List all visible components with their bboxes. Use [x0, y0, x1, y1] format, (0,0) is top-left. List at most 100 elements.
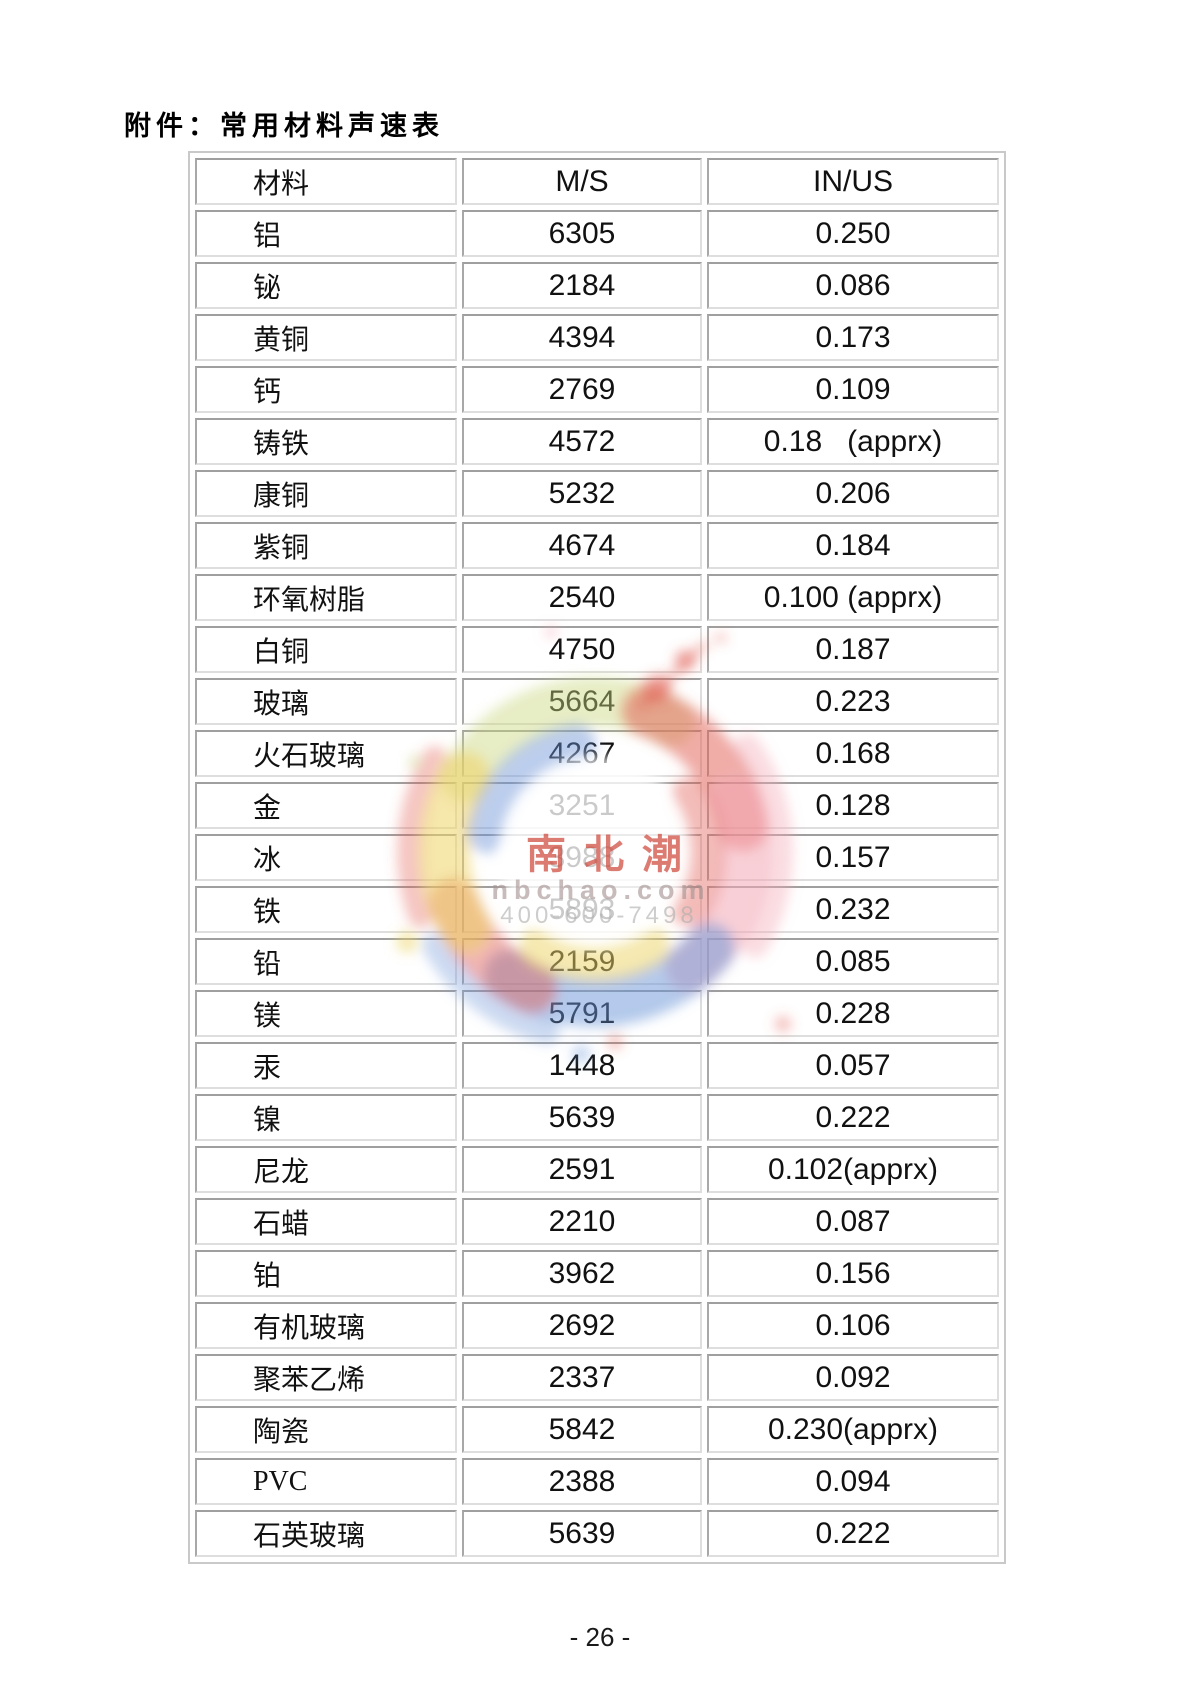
material-cell: 镁 — [195, 990, 457, 1037]
page-number: - 26 - — [569, 1622, 631, 1652]
material-cell: 金 — [195, 782, 457, 829]
ms-cell: 3251 — [462, 782, 702, 829]
ms-cell: 4750 — [462, 626, 702, 673]
inus-cell: 0.102(apprx) — [707, 1146, 999, 1193]
table-row: 白铜 4750 0.187 — [195, 626, 999, 673]
inus-cell: 0.184 — [707, 522, 999, 569]
table-row: 有机玻璃 2692 0.106 — [195, 1302, 999, 1349]
inus-cell: 0.109 — [707, 366, 999, 413]
table-row: 汞 1448 0.057 — [195, 1042, 999, 1089]
table-row: 金 3251 0.128 — [195, 782, 999, 829]
material-cell: 聚苯乙烯 — [195, 1354, 457, 1401]
material-cell: 紫铜 — [195, 522, 457, 569]
inus-cell: 0.228 — [707, 990, 999, 1037]
material-cell: 康铜 — [195, 470, 457, 517]
material-cell: 铁 — [195, 886, 457, 933]
inus-cell: 0.157 — [707, 834, 999, 881]
ms-cell: 2692 — [462, 1302, 702, 1349]
material-cell: 铝 — [195, 210, 457, 257]
ms-cell: 5639 — [462, 1510, 702, 1557]
ms-cell: 2337 — [462, 1354, 702, 1401]
inus-cell: 0.222 — [707, 1094, 999, 1141]
table-row: 铝 6305 0.250 — [195, 210, 999, 257]
header-inus: IN/US — [707, 158, 999, 205]
material-cell: 环氧树脂 — [195, 574, 457, 621]
inus-cell: 0.232 — [707, 886, 999, 933]
ms-cell: 2591 — [462, 1146, 702, 1193]
material-cell: 尼龙 — [195, 1146, 457, 1193]
inus-cell: 0.092 — [707, 1354, 999, 1401]
inus-cell: 0.187 — [707, 626, 999, 673]
material-cell: 有机玻璃 — [195, 1302, 457, 1349]
material-cell: 铅 — [195, 938, 457, 985]
ms-cell: 5791 — [462, 990, 702, 1037]
table-row: 紫铜 4674 0.184 — [195, 522, 999, 569]
material-cell: 火石玻璃 — [195, 730, 457, 777]
ms-cell: 5232 — [462, 470, 702, 517]
page-title: 附件：常用材料声速表 — [124, 111, 444, 141]
material-cell: 钙 — [195, 366, 457, 413]
inus-cell: 0.085 — [707, 938, 999, 985]
table-row: 黄铜 4394 0.173 — [195, 314, 999, 361]
material-cell: 石英玻璃 — [195, 1510, 457, 1557]
ms-cell: 1448 — [462, 1042, 702, 1089]
table-row: 冰 3988 0.157 — [195, 834, 999, 881]
ms-cell: 5639 — [462, 1094, 702, 1141]
table-row: 铸铁 4572 0.18 (apprx) — [195, 418, 999, 465]
ms-cell: 5664 — [462, 678, 702, 725]
header-material: 材料 — [195, 158, 457, 205]
material-cell: 陶瓷 — [195, 1406, 457, 1453]
inus-cell: 0.223 — [707, 678, 999, 725]
inus-cell: 0.100 (apprx) — [707, 574, 999, 621]
table-row: 镁 5791 0.228 — [195, 990, 999, 1037]
table-row: 火石玻璃 4267 0.168 — [195, 730, 999, 777]
ms-cell: 2210 — [462, 1198, 702, 1245]
material-cell: PVC — [195, 1458, 457, 1505]
inus-cell: 0.222 — [707, 1510, 999, 1557]
ms-cell: 2540 — [462, 574, 702, 621]
ms-cell: 4572 — [462, 418, 702, 465]
table-row: 铁 5893 0.232 — [195, 886, 999, 933]
table-row: 陶瓷 5842 0.230(apprx) — [195, 1406, 999, 1453]
ms-cell: 3962 — [462, 1250, 702, 1297]
material-cell: 玻璃 — [195, 678, 457, 725]
ms-cell: 3988 — [462, 834, 702, 881]
table-row: 石蜡 2210 0.087 — [195, 1198, 999, 1245]
material-cell: 冰 — [195, 834, 457, 881]
material-cell: 铋 — [195, 262, 457, 309]
table-row: 镍 5639 0.222 — [195, 1094, 999, 1141]
ms-cell: 2184 — [462, 262, 702, 309]
material-cell: 黄铜 — [195, 314, 457, 361]
ms-cell: 2159 — [462, 938, 702, 985]
material-cell: 镍 — [195, 1094, 457, 1141]
inus-cell: 0.168 — [707, 730, 999, 777]
table-row: PVC 2388 0.094 — [195, 1458, 999, 1505]
ms-cell: 4394 — [462, 314, 702, 361]
table-row: 铅 2159 0.085 — [195, 938, 999, 985]
ms-cell: 5842 — [462, 1406, 702, 1453]
table-row: 聚苯乙烯 2337 0.092 — [195, 1354, 999, 1401]
table-header-row: 材料 M/S IN/US — [195, 158, 999, 205]
inus-cell: 0.106 — [707, 1302, 999, 1349]
table-row: 环氧树脂 2540 0.100 (apprx) — [195, 574, 999, 621]
inus-cell: 0.094 — [707, 1458, 999, 1505]
material-cell: 汞 — [195, 1042, 457, 1089]
ms-cell: 2769 — [462, 366, 702, 413]
ms-cell: 6305 — [462, 210, 702, 257]
inus-cell: 0.087 — [707, 1198, 999, 1245]
inus-cell: 0.173 — [707, 314, 999, 361]
inus-cell: 0.128 — [707, 782, 999, 829]
table-row: 钙 2769 0.109 — [195, 366, 999, 413]
header-ms: M/S — [462, 158, 702, 205]
material-cell: 白铜 — [195, 626, 457, 673]
inus-cell: 0.156 — [707, 1250, 999, 1297]
ms-cell: 2388 — [462, 1458, 702, 1505]
material-cell: 铸铁 — [195, 418, 457, 465]
inus-cell: 0.086 — [707, 262, 999, 309]
inus-cell: 0.250 — [707, 210, 999, 257]
material-cell: 铂 — [195, 1250, 457, 1297]
table-row: 石英玻璃 5639 0.222 — [195, 1510, 999, 1557]
table-row: 康铜 5232 0.206 — [195, 470, 999, 517]
inus-cell: 0.230(apprx) — [707, 1406, 999, 1453]
ms-cell: 5893 — [462, 886, 702, 933]
